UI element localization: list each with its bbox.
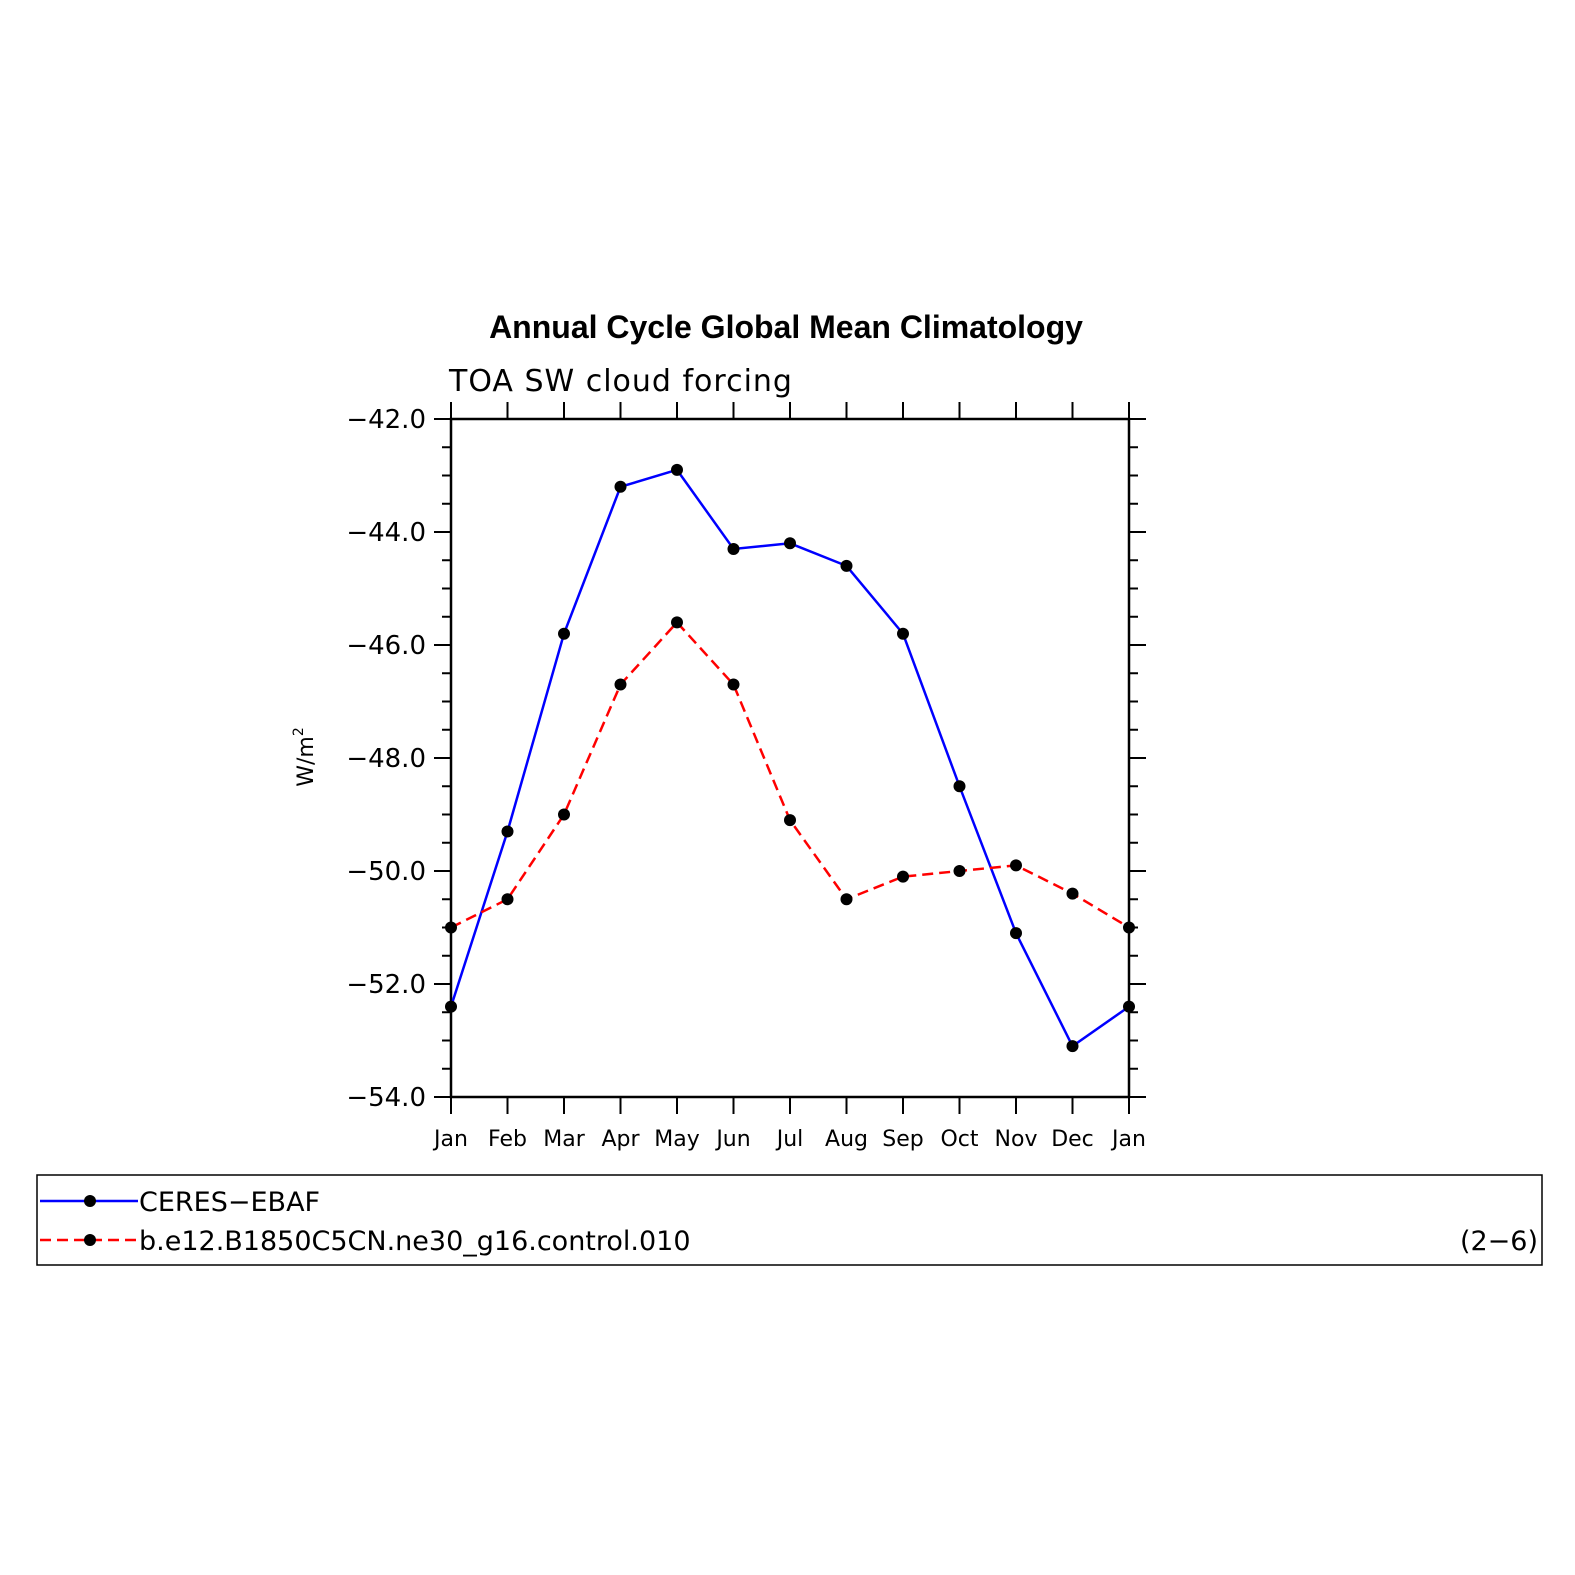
x-tick-label-mar: Mar [543,1127,585,1152]
data-point-1-12 [1123,921,1135,934]
data-point-0-5 [727,542,740,555]
data-point-0-6 [784,537,796,550]
series-layer [445,463,1135,1053]
data-point-0-11 [1066,1040,1079,1053]
data-point-1-1 [501,893,514,906]
legend-entry-model: b.e12.B1850C5CN.ne30_g16.control.010 [40,1226,691,1257]
plot-axes [449,417,1131,1099]
y-tick-label: −44.0 [346,518,426,548]
series-line-1 [450,620,1130,929]
y-axis-label: W/m2 [291,727,319,787]
data-point-1-4 [671,616,683,629]
legend-label-ceres: CERES−EBAF [139,1187,320,1218]
x-tick-label-apr: Apr [601,1127,640,1152]
legend-entry-ceres: CERES−EBAF [40,1187,320,1218]
y-tick-label: −50.0 [346,857,426,887]
y-tick-label: −42.0 [346,405,426,435]
x-tick-label-aug: Aug [825,1127,868,1152]
x-tick-label-sep: Sep [882,1127,923,1152]
data-point-1-10 [1010,859,1022,872]
data-point-0-12 [1123,1000,1135,1013]
y-tick-label: −52.0 [346,970,426,1000]
y-axis-label-superscript: 2 [291,727,307,736]
data-point-0-1 [501,825,514,838]
data-point-0-2 [558,627,570,640]
data-point-1-11 [1066,887,1079,900]
data-point-0-0 [445,1000,457,1013]
legend-box [36,1174,1543,1266]
data-point-0-9 [953,780,966,793]
series-line-0 [449,468,1130,1049]
series-0 [445,463,1135,1053]
data-point-1-3 [614,678,627,691]
data-point-0-7 [840,559,853,572]
panel-label: (2−6) [1460,1226,1538,1257]
data-point-1-0 [445,921,457,934]
x-tick-label-jun: Jun [714,1127,750,1152]
data-point-0-8 [897,627,909,640]
y-axis-label-main: W/m [294,736,319,787]
legend-label-model: b.e12.B1850C5CN.ne30_g16.control.010 [139,1226,691,1257]
series-1 [445,616,1135,934]
legend-marker-model [84,1234,96,1246]
x-tick-label-oct: Oct [940,1127,978,1152]
data-point-1-9 [953,865,966,877]
data-point-1-5 [727,678,740,691]
chart-title: Annual Cycle Global Mean Climatology [489,309,1083,345]
legend: CERES−EBAF b.e12.B1850C5CN.ne30_g16.cont… [36,1174,1543,1266]
data-point-0-4 [671,463,683,476]
x-tick-label-jan: Jan [432,1127,468,1152]
data-point-0-3 [614,480,627,493]
x-axis-ticks: Jan Feb Mar Apr May Jun Jul Aug Sep Oct Nov Dec Jan [432,402,1146,1152]
x-tick-label-dec: Dec [1051,1127,1094,1152]
plot-frame [449,417,1131,1099]
y-tick-label: −54.0 [346,1083,426,1113]
data-point-1-7 [840,893,853,906]
y-axis-ticks: −42.0 −44.0 −46.0 −48.0 −50.0 −52.0 −54.0 [346,405,1146,1113]
legend-marker-ceres [84,1195,96,1207]
data-point-0-10 [1010,927,1022,940]
x-tick-label-feb: Feb [488,1127,527,1152]
data-point-1-2 [558,808,570,821]
y-tick-label: −46.0 [346,631,426,661]
data-point-1-8 [897,870,909,883]
y-tick-label: −48.0 [346,744,426,774]
x-tick-label-jul: Jul [775,1127,804,1152]
x-tick-label-nov: Nov [995,1127,1038,1152]
x-tick-label-may: May [654,1127,699,1152]
chart-subtitle: TOA SW cloud forcing [448,364,793,399]
data-point-1-6 [784,814,796,827]
x-tick-label-jan: Jan [1110,1127,1146,1152]
